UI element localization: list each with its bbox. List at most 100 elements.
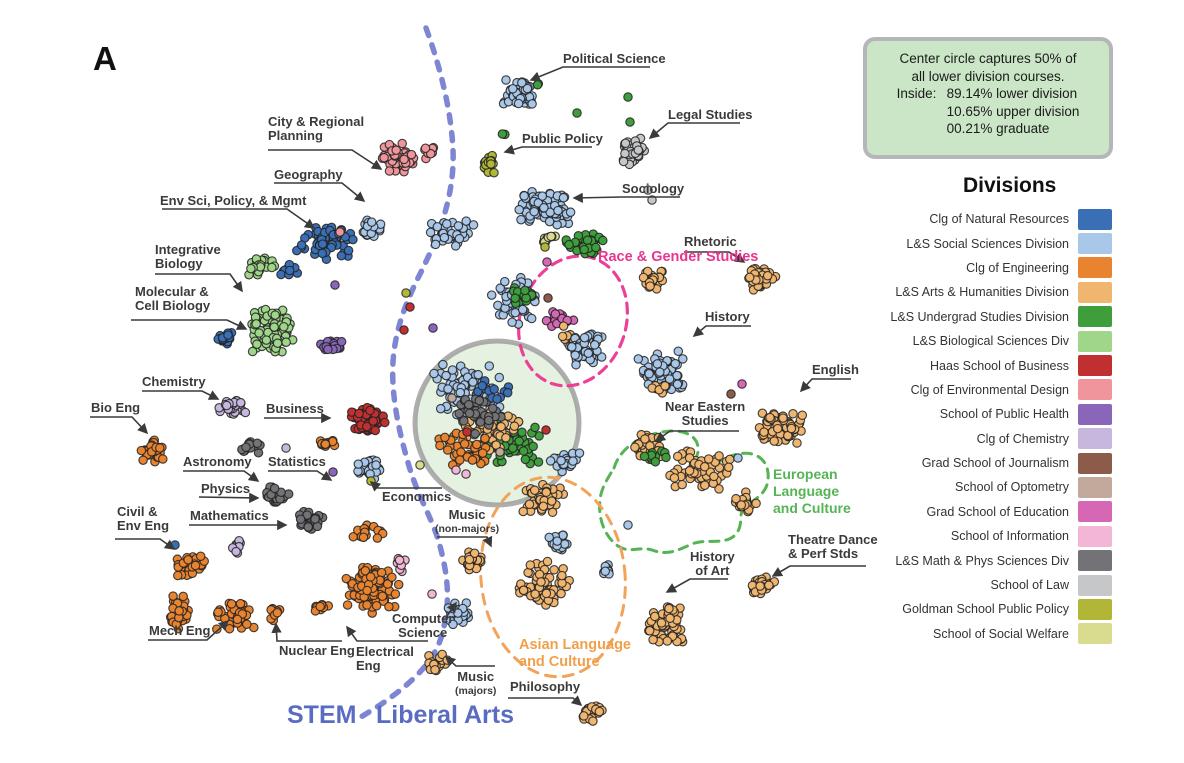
point	[525, 560, 536, 570]
point	[508, 84, 518, 94]
point	[483, 415, 494, 426]
point	[489, 167, 499, 178]
point	[600, 566, 611, 577]
point	[362, 421, 372, 432]
point	[178, 591, 188, 602]
point	[544, 532, 554, 543]
point	[543, 293, 553, 303]
panel-letter: A	[93, 40, 117, 77]
point	[487, 403, 498, 414]
point	[645, 281, 655, 291]
leader-physics	[198, 492, 260, 504]
point	[518, 506, 528, 517]
legend-color-swatch	[1078, 550, 1112, 572]
point	[480, 433, 490, 444]
point	[568, 456, 578, 466]
point	[661, 452, 671, 463]
legend-entry: School of Social Welfare	[876, 622, 1112, 646]
european-line-1: European	[773, 466, 838, 482]
point	[440, 432, 450, 443]
point	[542, 556, 553, 567]
legend-color-swatch	[1078, 598, 1112, 620]
legend-entry: School of Law	[876, 573, 1112, 597]
point	[254, 328, 264, 338]
legend-color-swatch	[1078, 233, 1112, 255]
point	[336, 250, 347, 261]
point	[221, 400, 232, 411]
point	[315, 601, 325, 612]
point	[362, 600, 372, 610]
legend-entry: Grad School of Journalism	[876, 451, 1112, 475]
point	[594, 706, 605, 717]
point	[323, 344, 333, 355]
point	[495, 283, 505, 293]
point	[269, 483, 280, 494]
point	[496, 421, 506, 432]
leader-public-policy	[503, 144, 592, 155]
point	[477, 381, 487, 391]
legend-entry: Clg of Natural Resources	[876, 207, 1112, 231]
legend-entry: Clg of Environmental Design	[876, 378, 1112, 402]
point	[591, 242, 601, 253]
scatter-points	[136, 75, 808, 726]
point	[538, 501, 549, 512]
point	[726, 389, 736, 399]
point	[589, 340, 600, 350]
point	[558, 193, 569, 203]
point	[468, 220, 479, 230]
point	[633, 145, 644, 155]
point	[553, 205, 563, 216]
asian-line-1: Asian Language	[519, 637, 631, 653]
point	[455, 455, 465, 465]
legend-entry: L&S Math & Phys Sciences Div	[876, 548, 1112, 572]
point	[353, 459, 364, 469]
point	[648, 634, 658, 645]
divider-path	[352, 25, 456, 724]
legend-color-swatch	[1078, 428, 1112, 450]
point	[453, 221, 464, 231]
point	[468, 377, 478, 387]
point	[328, 467, 338, 477]
legend-entry: L&S Social Sciences Division	[876, 231, 1112, 255]
point	[464, 408, 475, 419]
point	[557, 570, 567, 581]
point	[366, 217, 377, 227]
point	[544, 216, 555, 227]
point	[272, 338, 283, 348]
point	[174, 606, 184, 616]
legend-color-swatch	[1078, 525, 1112, 547]
point	[650, 611, 660, 622]
leader-music-majors	[444, 655, 495, 667]
leader-rhetoric	[684, 251, 746, 263]
leader-chemistry	[142, 390, 220, 400]
point	[618, 156, 629, 167]
point	[764, 580, 774, 591]
point	[397, 138, 407, 149]
point	[725, 454, 735, 465]
point	[442, 219, 452, 229]
point	[530, 589, 540, 599]
leader-history	[692, 325, 751, 337]
info-stat-upper: 10.65% upper division	[946, 103, 1080, 119]
legend-entry-label: Clg of Engineering	[966, 260, 1069, 275]
point	[155, 443, 165, 453]
point	[231, 546, 241, 557]
point	[235, 397, 246, 408]
point	[650, 457, 661, 467]
point	[620, 138, 631, 149]
point	[703, 454, 714, 464]
point	[371, 601, 382, 611]
point	[769, 436, 779, 446]
leader-nuclear-eng	[271, 622, 342, 642]
point	[447, 365, 458, 375]
leader-bio-eng	[90, 416, 149, 435]
legend-entry-label: Grad School of Education	[926, 504, 1069, 519]
point	[519, 191, 529, 201]
legend-entry: Clg of Engineering	[876, 256, 1112, 280]
leader-statistics	[268, 470, 333, 481]
point	[362, 585, 372, 596]
point	[394, 555, 405, 565]
point	[508, 443, 518, 453]
point	[623, 520, 633, 530]
